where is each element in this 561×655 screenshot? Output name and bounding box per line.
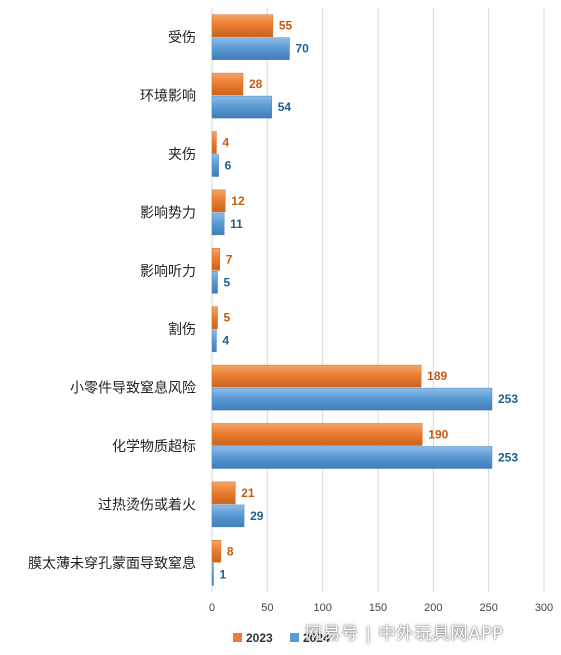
category-label: 夹伤 bbox=[168, 147, 196, 163]
category-label: 割伤 bbox=[168, 321, 196, 338]
bar-2023 bbox=[211, 306, 218, 329]
data-label-2023: 8 bbox=[227, 544, 234, 558]
category-labels: 受伤环境影响夹伤影响势力影响听力割伤小零件导致窒息风险化学物质超标过热烫伤或着火… bbox=[28, 30, 196, 572]
data-label-2023: 55 bbox=[279, 19, 293, 33]
data-label-2024: 1 bbox=[220, 567, 227, 581]
bar-2024 bbox=[211, 563, 214, 586]
bar-2024 bbox=[211, 271, 218, 294]
category-label: 过热烫伤或着火 bbox=[98, 497, 196, 513]
bar-2024 bbox=[211, 504, 245, 528]
category-label: 受伤 bbox=[168, 30, 196, 46]
data-label-2023: 190 bbox=[428, 428, 448, 442]
legend-swatch-2024 bbox=[290, 633, 299, 642]
bar-2024 bbox=[211, 329, 217, 352]
data-label-2023: 7 bbox=[226, 252, 233, 266]
data-label-2023: 5 bbox=[224, 311, 231, 325]
data-label-2024: 29 bbox=[250, 509, 264, 523]
bar-2023 bbox=[211, 481, 236, 505]
bar-2023 bbox=[211, 72, 244, 96]
bar-2023 bbox=[211, 540, 222, 563]
x-tick-label: 50 bbox=[261, 602, 273, 614]
data-label-2023: 4 bbox=[222, 136, 229, 150]
watermark: 网易号 | 中外玩具网APP bbox=[305, 624, 504, 644]
data-label-2024: 70 bbox=[295, 42, 309, 56]
bar-2023 bbox=[211, 131, 217, 154]
category-label: 影响势力 bbox=[140, 205, 196, 221]
bar-2024 bbox=[211, 212, 225, 236]
bar-2024 bbox=[211, 37, 290, 60]
x-tick-label: 200 bbox=[424, 602, 442, 614]
x-tick-labels: 0 50 100 150 200 250 300 bbox=[209, 602, 553, 614]
bar-2024 bbox=[211, 446, 493, 469]
data-label-2024: 6 bbox=[225, 159, 232, 173]
data-label-2024: 253 bbox=[498, 451, 518, 465]
x-tick-label: 100 bbox=[313, 602, 331, 614]
bar-2024 bbox=[211, 387, 493, 411]
legend-label-2024: 2024 bbox=[303, 631, 330, 645]
data-label-2023: 28 bbox=[249, 77, 263, 91]
data-label-2024: 4 bbox=[222, 334, 229, 348]
category-label: 化学物质超标 bbox=[112, 439, 196, 455]
data-label-2024: 253 bbox=[498, 392, 518, 406]
legend: 2023 2024 bbox=[233, 631, 330, 645]
gridlines bbox=[211, 8, 545, 592]
category-label: 膜太薄未穿孔蒙面导致窒息 bbox=[28, 555, 196, 572]
bar-2023 bbox=[211, 364, 422, 388]
bar-2023 bbox=[211, 189, 226, 213]
data-label-2023: 12 bbox=[231, 194, 245, 208]
x-tick-label: 150 bbox=[369, 602, 387, 614]
category-label: 环境影响 bbox=[140, 89, 196, 105]
data-label-2023: 189 bbox=[427, 369, 447, 383]
x-tick-label: 300 bbox=[535, 602, 553, 614]
legend-label-2023: 2023 bbox=[246, 631, 273, 645]
bar-2023 bbox=[211, 248, 220, 271]
bar-2023 bbox=[211, 423, 423, 446]
legend-swatch-2023 bbox=[233, 633, 242, 642]
category-label: 小零件导致窒息风险 bbox=[70, 380, 196, 397]
bar-2024 bbox=[211, 154, 219, 177]
bar-2023 bbox=[211, 14, 274, 37]
data-label-2024: 54 bbox=[278, 100, 292, 114]
category-label: 影响听力 bbox=[140, 264, 196, 280]
x-tick-label: 250 bbox=[479, 602, 497, 614]
data-label-2024: 5 bbox=[224, 275, 231, 289]
x-tick-label: 0 bbox=[209, 602, 215, 614]
bar-2024 bbox=[211, 95, 273, 119]
data-label-2023: 21 bbox=[241, 486, 255, 500]
data-label-2024: 11 bbox=[230, 217, 243, 231]
